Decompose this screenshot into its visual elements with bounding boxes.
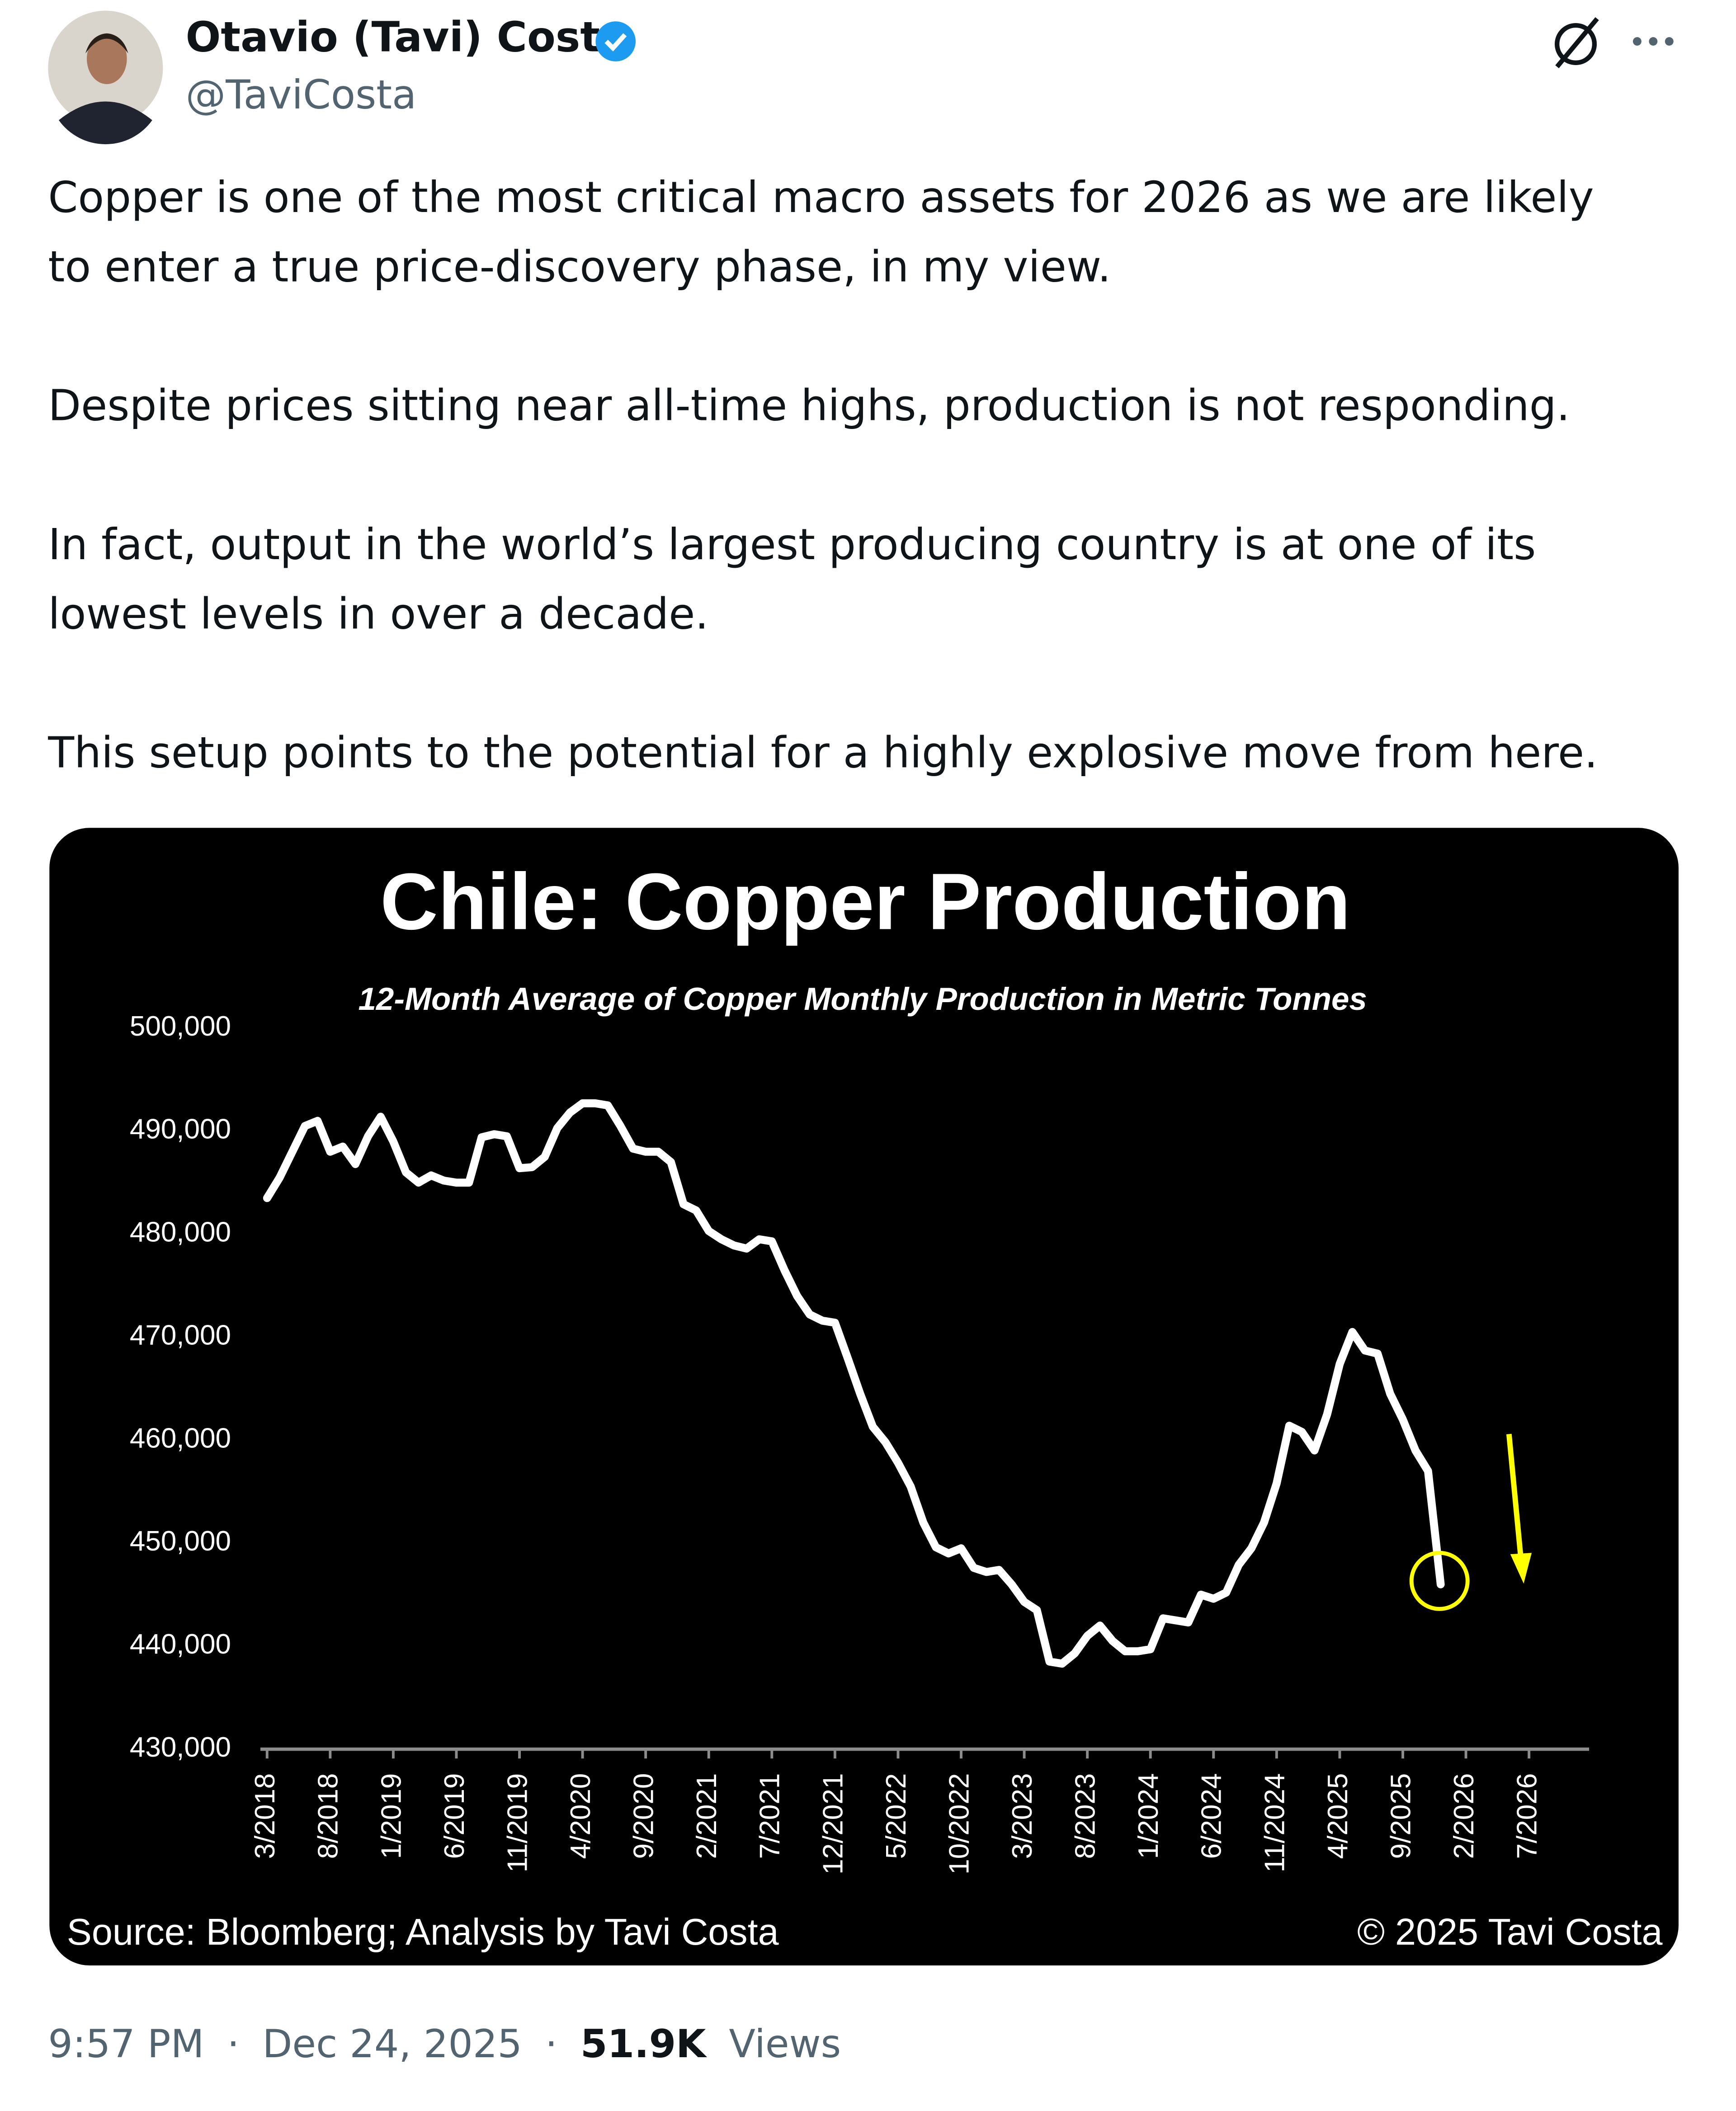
separator: · — [227, 2022, 239, 2067]
x-tick-label: 8/2023 — [1070, 1773, 1101, 1859]
y-tick-label: 500,000 — [130, 1011, 231, 1042]
y-tick-label: 450,000 — [130, 1526, 231, 1557]
views-label: Views — [729, 2022, 841, 2067]
views-count: 51.9K — [580, 2022, 707, 2067]
x-tick-label: 6/2019 — [439, 1773, 470, 1859]
x-tick-label: 1/2019 — [376, 1773, 407, 1859]
dot — [1649, 37, 1658, 46]
x-tick-label: 12/2021 — [817, 1773, 849, 1875]
arrow-head — [1510, 1553, 1532, 1584]
post-line: Copper is one of the most critical macro… — [48, 173, 1594, 222]
series-line — [263, 1099, 1445, 1668]
x-tick-label: 9/2020 — [628, 1773, 660, 1859]
y-tick-label: 430,000 — [130, 1732, 231, 1763]
chart-title: Chile: Copper Production — [380, 857, 1350, 946]
post-date[interactable]: Dec 24, 2025 — [262, 2022, 522, 2067]
avatar-body — [58, 101, 152, 145]
down-arrow — [1506, 1433, 1532, 1584]
x-tick-label: 8/2018 — [313, 1773, 344, 1859]
x-tick-label: 11/2019 — [502, 1773, 533, 1873]
handle[interactable]: @TaviCosta — [186, 71, 417, 118]
author-name[interactable]: Otavio (Tavi) Costa — [186, 13, 628, 61]
post-text: Copper is one of the most critical macro… — [47, 173, 1598, 778]
x-tick-label: 10/2022 — [943, 1773, 975, 1875]
post-line: This setup points to the potential for a… — [47, 728, 1598, 778]
icon-circle — [1555, 23, 1597, 65]
x-tick-label: 4/2025 — [1322, 1773, 1354, 1859]
avatar-face — [87, 33, 127, 85]
post-time[interactable]: 9:57 PM — [48, 2022, 204, 2067]
post-line: In fact, output in the world’s largest p… — [48, 520, 1536, 570]
x-tick-label: 7/2021 — [755, 1773, 786, 1859]
separator: · — [545, 2022, 557, 2067]
x-tick-label: 4/2020 — [565, 1773, 596, 1859]
avatar-hair — [85, 33, 128, 54]
chart: Chile: Copper Production 12-Month Averag… — [67, 857, 1663, 1953]
x-tick-label: 11/2024 — [1259, 1773, 1290, 1873]
dot — [1632, 37, 1642, 46]
dot — [1665, 37, 1674, 46]
x-tick-label: 3/2023 — [1007, 1773, 1038, 1859]
arrow-shaft — [1506, 1433, 1524, 1560]
chart-source: Source: Bloomberg; Analysis by Tavi Cost… — [67, 1911, 779, 1953]
post-meta: 9:57 PM · Dec 24, 2025 · 51.9K Views — [48, 2022, 841, 2067]
badge-circle — [595, 21, 636, 61]
grok-icon[interactable] — [1555, 17, 1599, 69]
y-tick-label: 460,000 — [130, 1423, 231, 1454]
x-tick-label: 2/2026 — [1448, 1773, 1480, 1859]
x-tick-label: 1/2024 — [1133, 1773, 1164, 1859]
y-tick-label: 490,000 — [130, 1114, 231, 1145]
x-tick-label: 5/2022 — [881, 1773, 912, 1859]
icon-slash — [1555, 17, 1599, 69]
badge-check — [604, 33, 627, 52]
verified-badge[interactable] — [595, 21, 636, 61]
y-tick-label: 480,000 — [130, 1217, 231, 1248]
x-tick-label: 6/2024 — [1196, 1773, 1227, 1859]
post-line: to enter a true price-discovery phase, i… — [48, 242, 1111, 292]
x-tick-label: 2/2021 — [691, 1773, 722, 1859]
avatar[interactable] — [48, 10, 163, 145]
post-line: lowest levels in over a decade. — [48, 589, 708, 639]
x-tick-label: 7/2026 — [1512, 1773, 1543, 1859]
highlight-circle — [1409, 1550, 1470, 1611]
chart-copyright: © 2025 Tavi Costa — [1357, 1911, 1662, 1953]
y-tick-label: 470,000 — [130, 1319, 231, 1351]
x-tick-label: 3/2018 — [250, 1773, 281, 1859]
x-tick-label: 9/2025 — [1385, 1773, 1416, 1859]
chart-subtitle: 12-Month Average of Copper Monthly Produ… — [359, 981, 1367, 1017]
y-tick-label: 440,000 — [130, 1629, 231, 1660]
more-menu[interactable] — [1632, 37, 1674, 46]
post-line: Despite prices sitting near all-time hig… — [48, 381, 1570, 431]
